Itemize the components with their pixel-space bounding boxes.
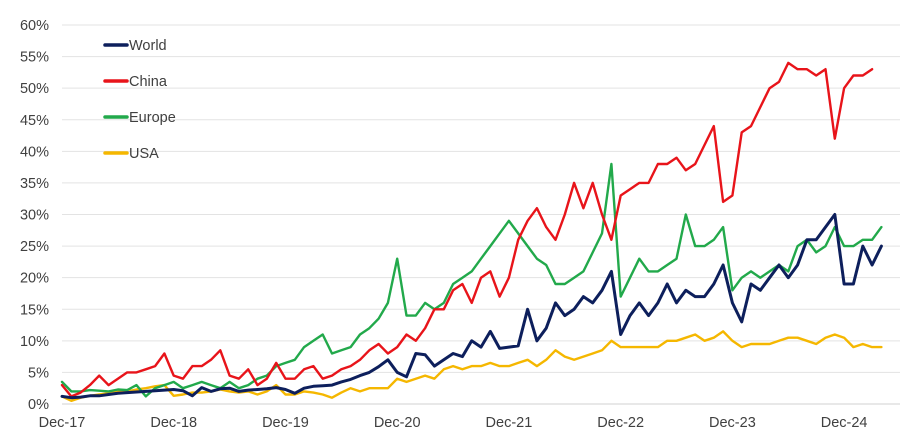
legend: World China Europe USA (103, 38, 176, 162)
y-axis: 0% 5% 10% 15% 20% 25% 30% 35% 40% 45% 50% 55% 60% (20, 18, 49, 413)
legend-label-europe: Europe (129, 110, 176, 126)
legend-label-usa: USA (129, 146, 159, 162)
y-tick-label: 5% (28, 365, 49, 381)
y-tick-label: 40% (20, 144, 49, 160)
x-tick-label: Dec-21 (486, 415, 533, 431)
x-tick-label: Dec-18 (150, 415, 197, 431)
y-tick-label: 15% (20, 302, 49, 318)
y-tick-label: 10% (20, 334, 49, 350)
y-tick-label: 30% (20, 208, 49, 224)
x-tick-label: Dec-20 (374, 415, 421, 431)
series-line-world (60, 213, 883, 400)
y-tick-label: 0% (28, 397, 49, 413)
x-tick-label: Dec-24 (821, 415, 868, 431)
y-tick-label: 50% (20, 81, 49, 97)
y-tick-label: 55% (20, 50, 49, 66)
x-tick-label: Dec-22 (597, 415, 644, 431)
y-tick-label: 20% (20, 271, 49, 287)
series-lines (60, 61, 883, 402)
y-tick-label: 45% (20, 113, 49, 129)
series-line-china (60, 61, 874, 398)
x-axis: Dec-17 Dec-18 Dec-19 Dec-20 Dec-21 Dec-22 Dec-… (39, 415, 868, 431)
x-tick-label: Dec-23 (709, 415, 756, 431)
x-tick-label: Dec-17 (39, 415, 86, 431)
series-line-europe (60, 162, 883, 398)
legend-label-world: World (129, 38, 167, 54)
y-tick-label: 60% (20, 18, 49, 34)
legend-label-china: China (129, 74, 168, 90)
y-tick-label: 35% (20, 176, 49, 192)
x-tick-label: Dec-19 (262, 415, 309, 431)
y-tick-label: 25% (20, 239, 49, 255)
series-line-usa (60, 330, 883, 402)
